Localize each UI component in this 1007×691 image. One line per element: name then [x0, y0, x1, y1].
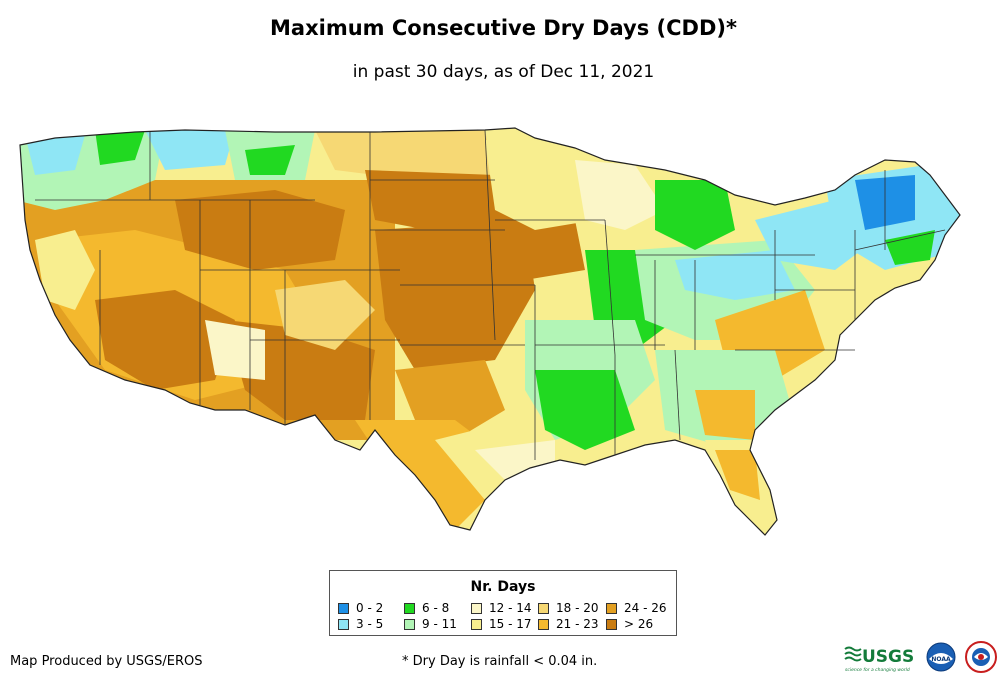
legend-swatch — [404, 602, 415, 614]
legend-item: 24 - 26 — [606, 601, 667, 615]
legend-label: 12 - 14 — [489, 601, 532, 615]
legend-swatch — [338, 618, 349, 630]
usgs-wordmark: USGS — [862, 647, 914, 667]
legend-title: Nr. Days — [470, 579, 536, 595]
legend-item: 12 - 14 — [471, 601, 532, 615]
legend-item: 21 - 23 — [538, 617, 599, 631]
usgs-logo: USGS science for a changing world — [844, 646, 914, 673]
legend-item: 15 - 17 — [471, 617, 532, 631]
map-title: Maximum Consecutive Dry Days (CDD)* — [270, 16, 737, 40]
map-subtitle: in past 30 days, as of Dec 11, 2021 — [352, 62, 655, 82]
legend-swatch — [606, 602, 617, 614]
legend-label: 3 - 5 — [356, 617, 384, 631]
legend-label: 24 - 26 — [624, 601, 667, 615]
legend-swatch — [404, 618, 415, 630]
legend-label: 6 - 8 — [422, 601, 450, 615]
cdd-map — [19, 127, 961, 536]
nws-logo — [965, 641, 997, 673]
legend-label: 0 - 2 — [356, 601, 384, 615]
legend-label: 15 - 17 — [489, 617, 532, 631]
legend-item: > 26 — [606, 617, 653, 631]
noaa-logo: NOAA — [926, 642, 956, 672]
noaa-wordmark: NOAA — [931, 656, 951, 663]
legend-item: 3 - 5 — [338, 617, 383, 631]
legend-swatch — [338, 602, 349, 614]
map-credit: Map Produced by USGS/EROS — [10, 654, 203, 669]
data-field — [20, 128, 960, 535]
legend-label: 9 - 11 — [422, 617, 457, 631]
us-outline — [19, 127, 961, 536]
legend-swatch — [471, 602, 482, 614]
legend-item: 9 - 11 — [404, 617, 457, 631]
legend-label: 21 - 23 — [556, 617, 599, 631]
state-borders — [35, 129, 946, 460]
legend-swatch — [538, 618, 549, 630]
dry-day-footnote: * Dry Day is rainfall < 0.04 in. — [402, 654, 598, 669]
legend-swatch — [471, 618, 482, 630]
legend-label: 18 - 20 — [556, 601, 599, 615]
legend-item: 18 - 20 — [538, 601, 599, 615]
usgs-tagline: science for a changing world — [845, 667, 910, 673]
legend-label: > 26 — [624, 617, 654, 631]
legend-item: 6 - 8 — [404, 601, 449, 615]
agency-logos: USGS science for a changing world NOAA — [844, 641, 997, 673]
map-legend: Nr. Days 0 - 2 3 - 5 6 - 8 9 - 11 12 - 1… — [329, 570, 677, 636]
legend-swatch — [606, 618, 617, 630]
legend-swatch — [538, 602, 549, 614]
legend-item: 0 - 2 — [338, 601, 383, 615]
